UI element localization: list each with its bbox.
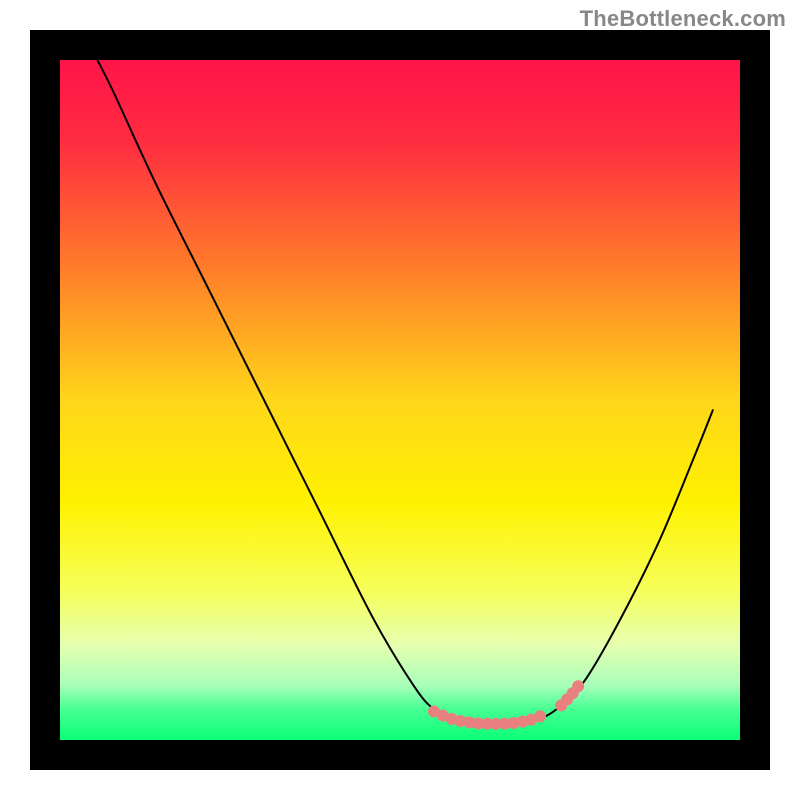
chart-container: TheBottleneck.com [0,0,800,800]
highlight-dot [534,710,546,722]
watermark-text: TheBottleneck.com [580,6,786,32]
highlight-dot [572,680,584,692]
plot-background [60,60,740,740]
bottleneck-chart [0,0,800,800]
